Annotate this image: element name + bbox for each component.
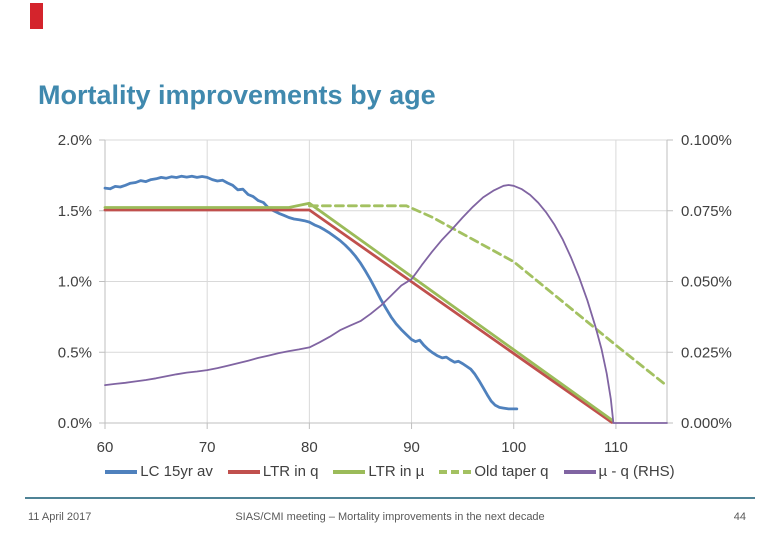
legend-item--q-rhs-: µ - q (RHS) bbox=[563, 463, 675, 480]
legend-swatch bbox=[333, 469, 366, 474]
legend-label: LC 15yr av bbox=[140, 463, 213, 480]
x-axis-label: 110 bbox=[604, 439, 628, 456]
left-axis-label: 2.0% bbox=[58, 132, 92, 149]
footer-meeting-title: SIAS/CMI meeting – Mortality improvement… bbox=[235, 511, 545, 523]
accent-bar bbox=[30, 3, 43, 29]
x-axis-label: 90 bbox=[403, 439, 420, 456]
x-axis-label: 60 bbox=[97, 439, 114, 456]
left-axis-label: 1.0% bbox=[58, 274, 92, 291]
legend-label: Old taper q bbox=[474, 463, 549, 480]
x-axis-label: 100 bbox=[501, 439, 526, 456]
legend-item-old-taper-q: Old taper q bbox=[439, 463, 549, 480]
legend-swatch bbox=[563, 469, 596, 474]
legend-item-ltr-in-q: LTR in q bbox=[227, 463, 319, 480]
legend-label: LTR in µ bbox=[368, 463, 425, 480]
left-axis-label: 0.0% bbox=[58, 415, 92, 432]
series-line--q-rhs- bbox=[104, 184, 668, 424]
chart-legend: LC 15yr av LTR in q LTR in µ Old taper q µ -… bbox=[0, 463, 780, 480]
series-line-ltr-in-q bbox=[103, 208, 614, 424]
right-axis-label: 0.000% bbox=[681, 415, 732, 432]
page-title: Mortality improvements by age bbox=[38, 80, 436, 111]
footer-divider bbox=[25, 497, 755, 499]
legend-item-lc-15yr-av: LC 15yr av bbox=[105, 463, 213, 480]
legend-label: µ - q (RHS) bbox=[598, 463, 675, 480]
series-line-lc-15yr-av bbox=[103, 174, 519, 411]
left-axis-label: 0.5% bbox=[58, 344, 92, 361]
legend-item-ltr-in-: LTR in µ bbox=[333, 463, 424, 480]
series-line-ltr-in- bbox=[103, 201, 614, 422]
left-axis-label: 1.5% bbox=[58, 203, 92, 220]
footer-date: 11 April 2017 bbox=[28, 511, 92, 523]
right-axis-label: 0.075% bbox=[681, 203, 732, 220]
right-axis-label: 0.050% bbox=[681, 274, 732, 291]
series-line-old-taper-q bbox=[307, 204, 669, 388]
x-axis-label: 70 bbox=[199, 439, 216, 456]
legend-swatch bbox=[439, 469, 472, 474]
slide-number: 44 bbox=[733, 511, 746, 523]
right-axis-label: 0.100% bbox=[681, 132, 732, 149]
right-axis-label: 0.025% bbox=[681, 344, 732, 361]
x-axis-label: 80 bbox=[301, 439, 318, 456]
legend-swatch bbox=[105, 469, 138, 474]
legend-swatch bbox=[227, 469, 260, 474]
legend-label: LTR in q bbox=[262, 463, 319, 480]
